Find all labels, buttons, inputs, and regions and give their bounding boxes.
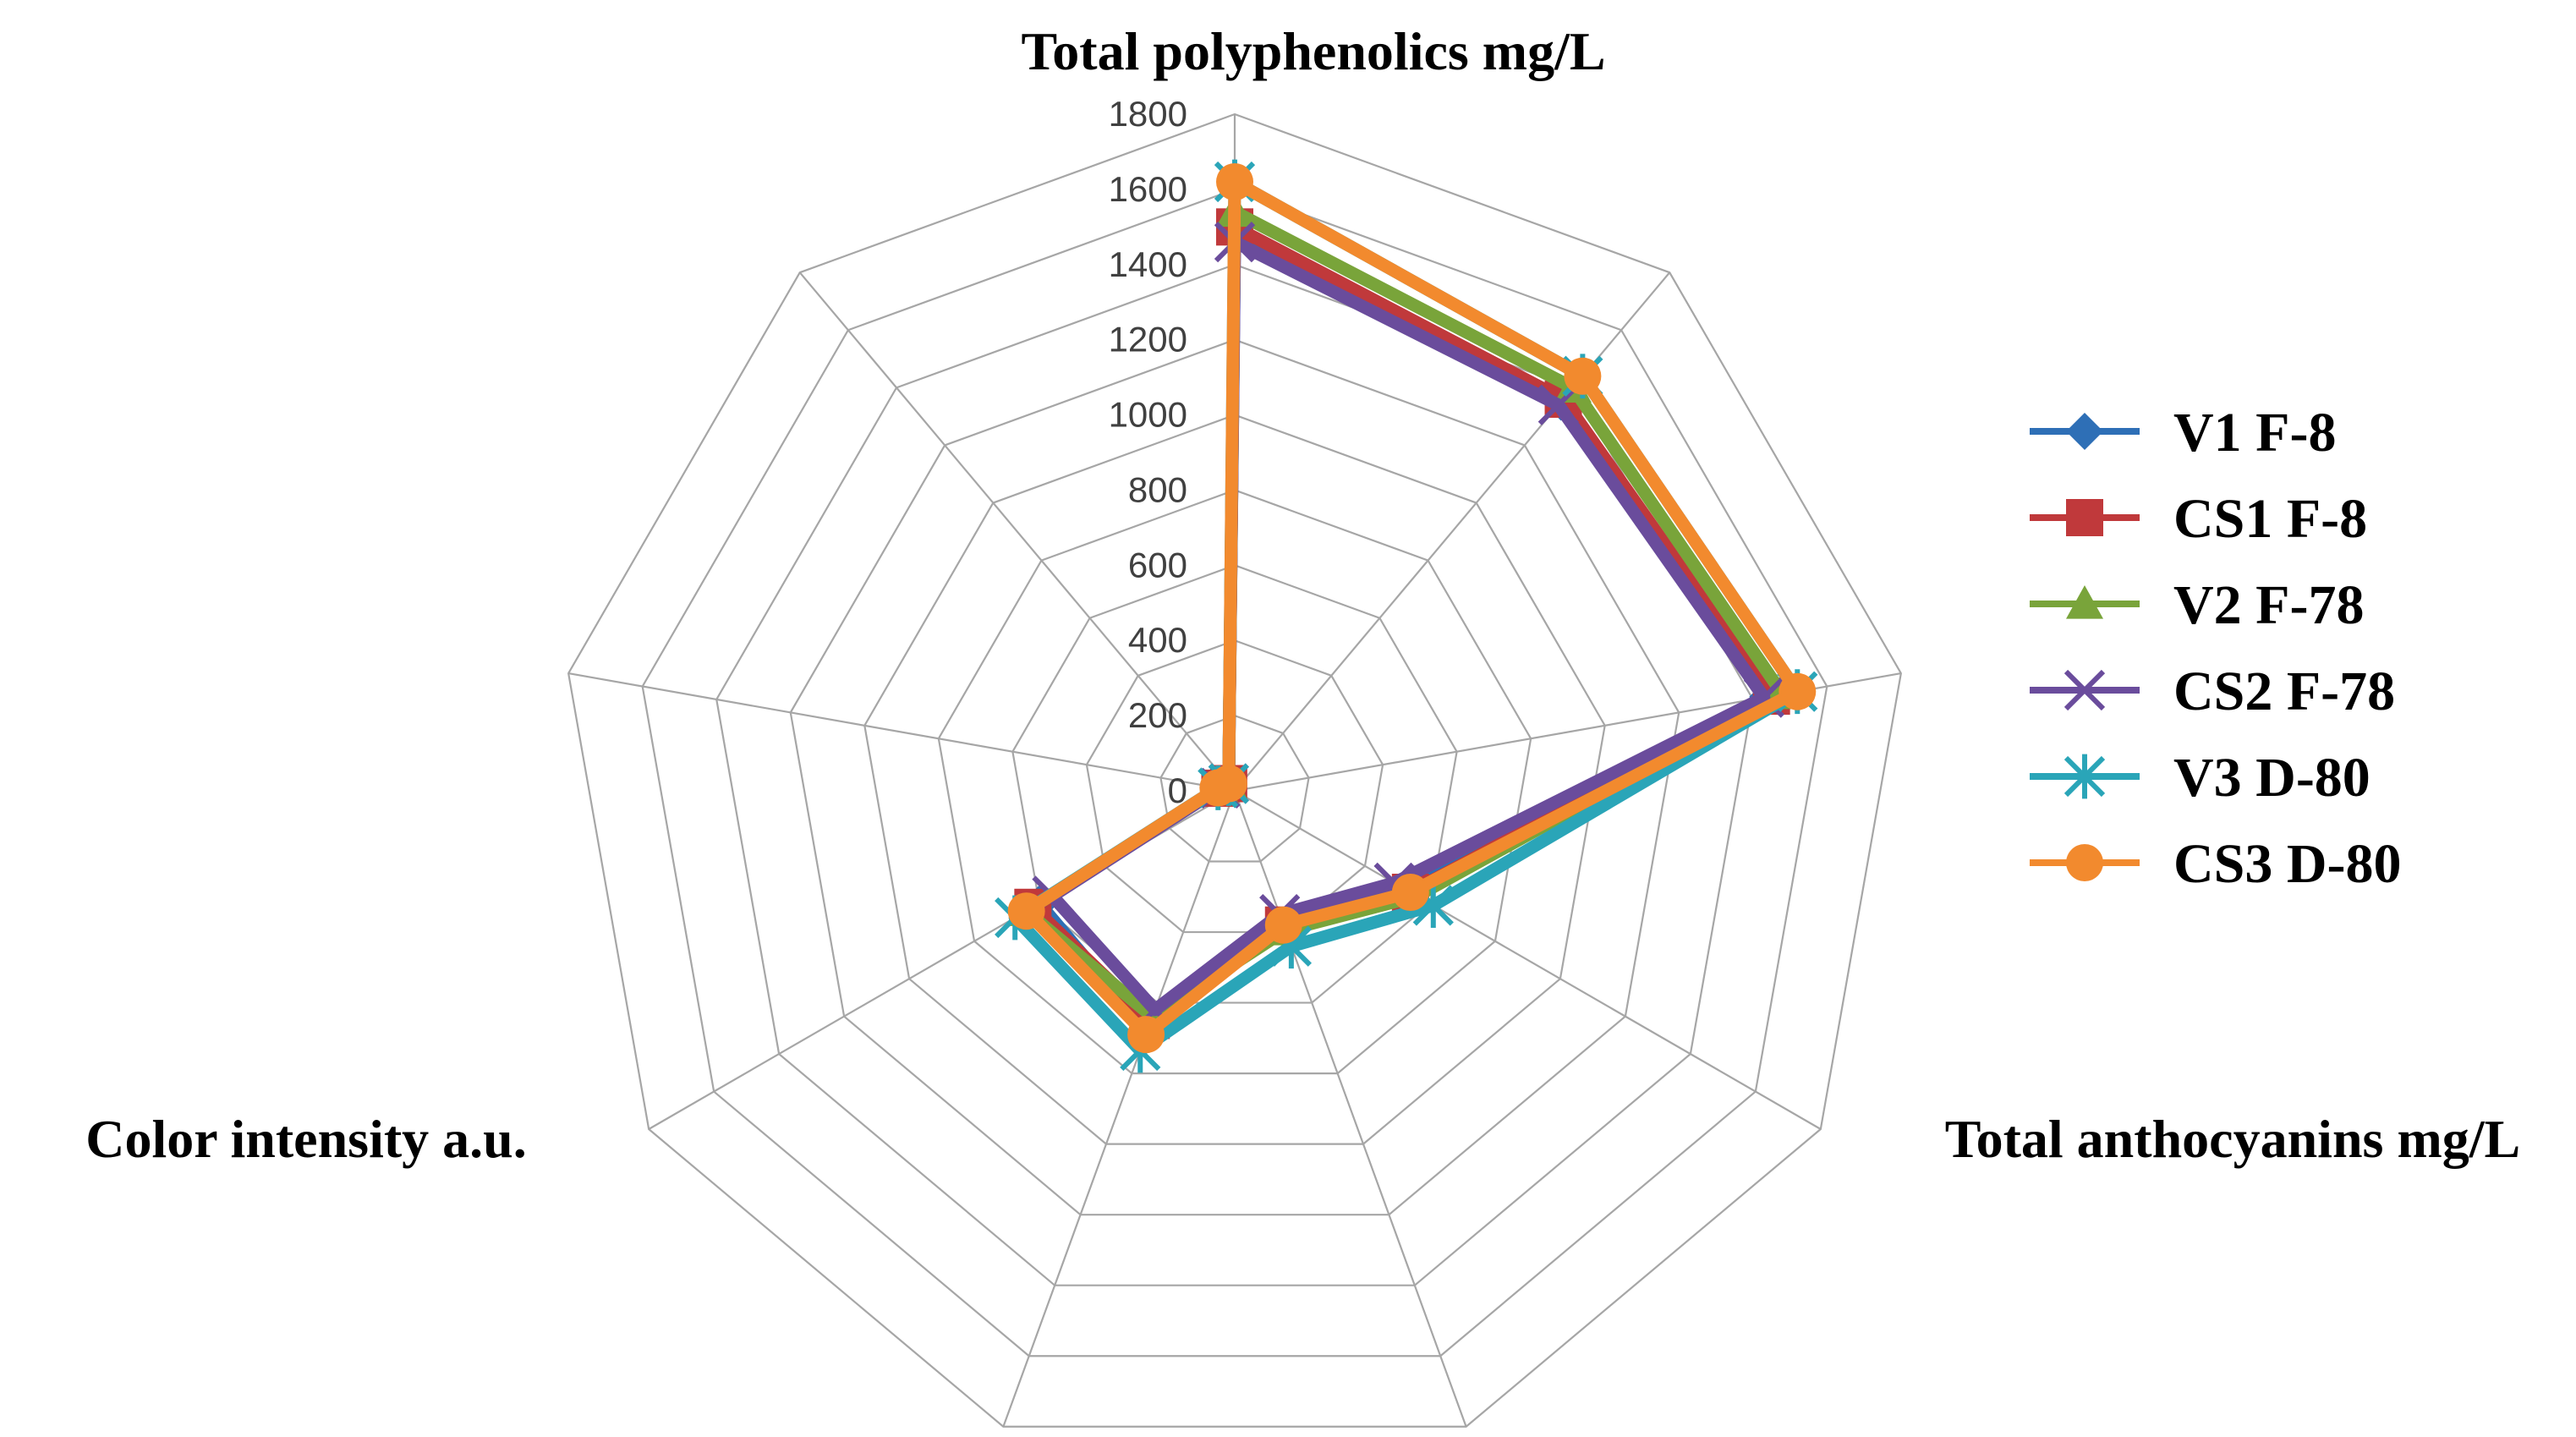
- grid-ring: [1011, 564, 1458, 1004]
- legend-item: CS3 D-80: [2030, 833, 2402, 895]
- grid-spoke: [1002, 790, 1236, 1428]
- grid-ring: [937, 489, 1532, 1075]
- legend-label: V2 F-78: [2173, 574, 2364, 636]
- data-point: [1391, 874, 1429, 911]
- data-point: [1264, 906, 1302, 944]
- legend: V1 F-8 CS1 F-8 V2 F-78 CS2 F-78 V3 D-80 CS3 D…: [2030, 402, 2402, 895]
- grid-ring: [1085, 639, 1384, 934]
- legend-marker: [2064, 754, 2106, 799]
- tick-label: 600: [1128, 545, 1187, 584]
- legend-item: V2 F-78: [2030, 574, 2364, 636]
- tick-label: 1600: [1109, 169, 1187, 209]
- data-point: [1779, 672, 1817, 710]
- data-point: [1007, 892, 1045, 930]
- data-series: [995, 159, 1818, 1073]
- tick-label: 1400: [1109, 244, 1187, 284]
- tick-label: 1000: [1109, 395, 1187, 435]
- legend-label: CS2 F-78: [2173, 661, 2395, 722]
- legend-marker: [2066, 585, 2103, 619]
- legend-marker: [2064, 669, 2106, 711]
- grid-spoke: [1234, 790, 1822, 1130]
- data-point: [1209, 765, 1247, 803]
- legend-marker: [2066, 844, 2103, 881]
- grid-ring: [863, 414, 1606, 1145]
- grid-spoke: [798, 271, 1236, 792]
- legend-marker: [2066, 413, 2103, 450]
- tick-label: 800: [1128, 469, 1187, 509]
- radar-grid: [567, 112, 1902, 1428]
- series-cs3-d-80: [1007, 163, 1817, 1054]
- axis-title-color-intensity: Color intensity a.u.: [85, 1109, 527, 1169]
- legend-label: CS3 D-80: [2173, 833, 2402, 895]
- grid-ring: [1159, 714, 1310, 863]
- grid-spoke: [1233, 790, 1467, 1428]
- grid-ring: [567, 112, 1902, 1428]
- tick-label: 200: [1128, 695, 1187, 735]
- data-point: [1127, 1016, 1165, 1054]
- axis-titles: Total polyphenolics mg/L Total anthocyan…: [85, 21, 2520, 1169]
- tick-label: 1800: [1109, 94, 1187, 134]
- legend-item: V3 D-80: [2030, 747, 2370, 809]
- grid-spoke: [567, 672, 1236, 793]
- legend-label: V3 D-80: [2173, 747, 2370, 809]
- grid-ring: [641, 188, 1828, 1357]
- tick-label: 0: [1168, 771, 1187, 810]
- legend-item: CS2 F-78: [2030, 661, 2395, 722]
- axis-title-anthocyanins: Total anthocyanins mg/L: [1945, 1109, 2520, 1169]
- data-point: [1216, 163, 1253, 200]
- legend-marker: [2066, 499, 2103, 536]
- tick-label: 400: [1128, 620, 1187, 660]
- legend-label: V1 F-8: [2173, 402, 2336, 463]
- legend-label: CS1 F-8: [2173, 488, 2367, 550]
- legend-item: CS1 F-8: [2030, 488, 2367, 550]
- legend-item: V1 F-8: [2030, 402, 2336, 463]
- data-point: [1537, 384, 1579, 425]
- tick-label: 1200: [1109, 320, 1187, 359]
- data-point: [1564, 357, 1602, 395]
- grid-ring: [789, 338, 1680, 1216]
- radial-tick-labels: 0 200 400 600 800 1000 1200 1400 1600 1800: [1109, 94, 1187, 810]
- axis-title-polyphenolics: Total polyphenolics mg/L: [1021, 21, 1605, 81]
